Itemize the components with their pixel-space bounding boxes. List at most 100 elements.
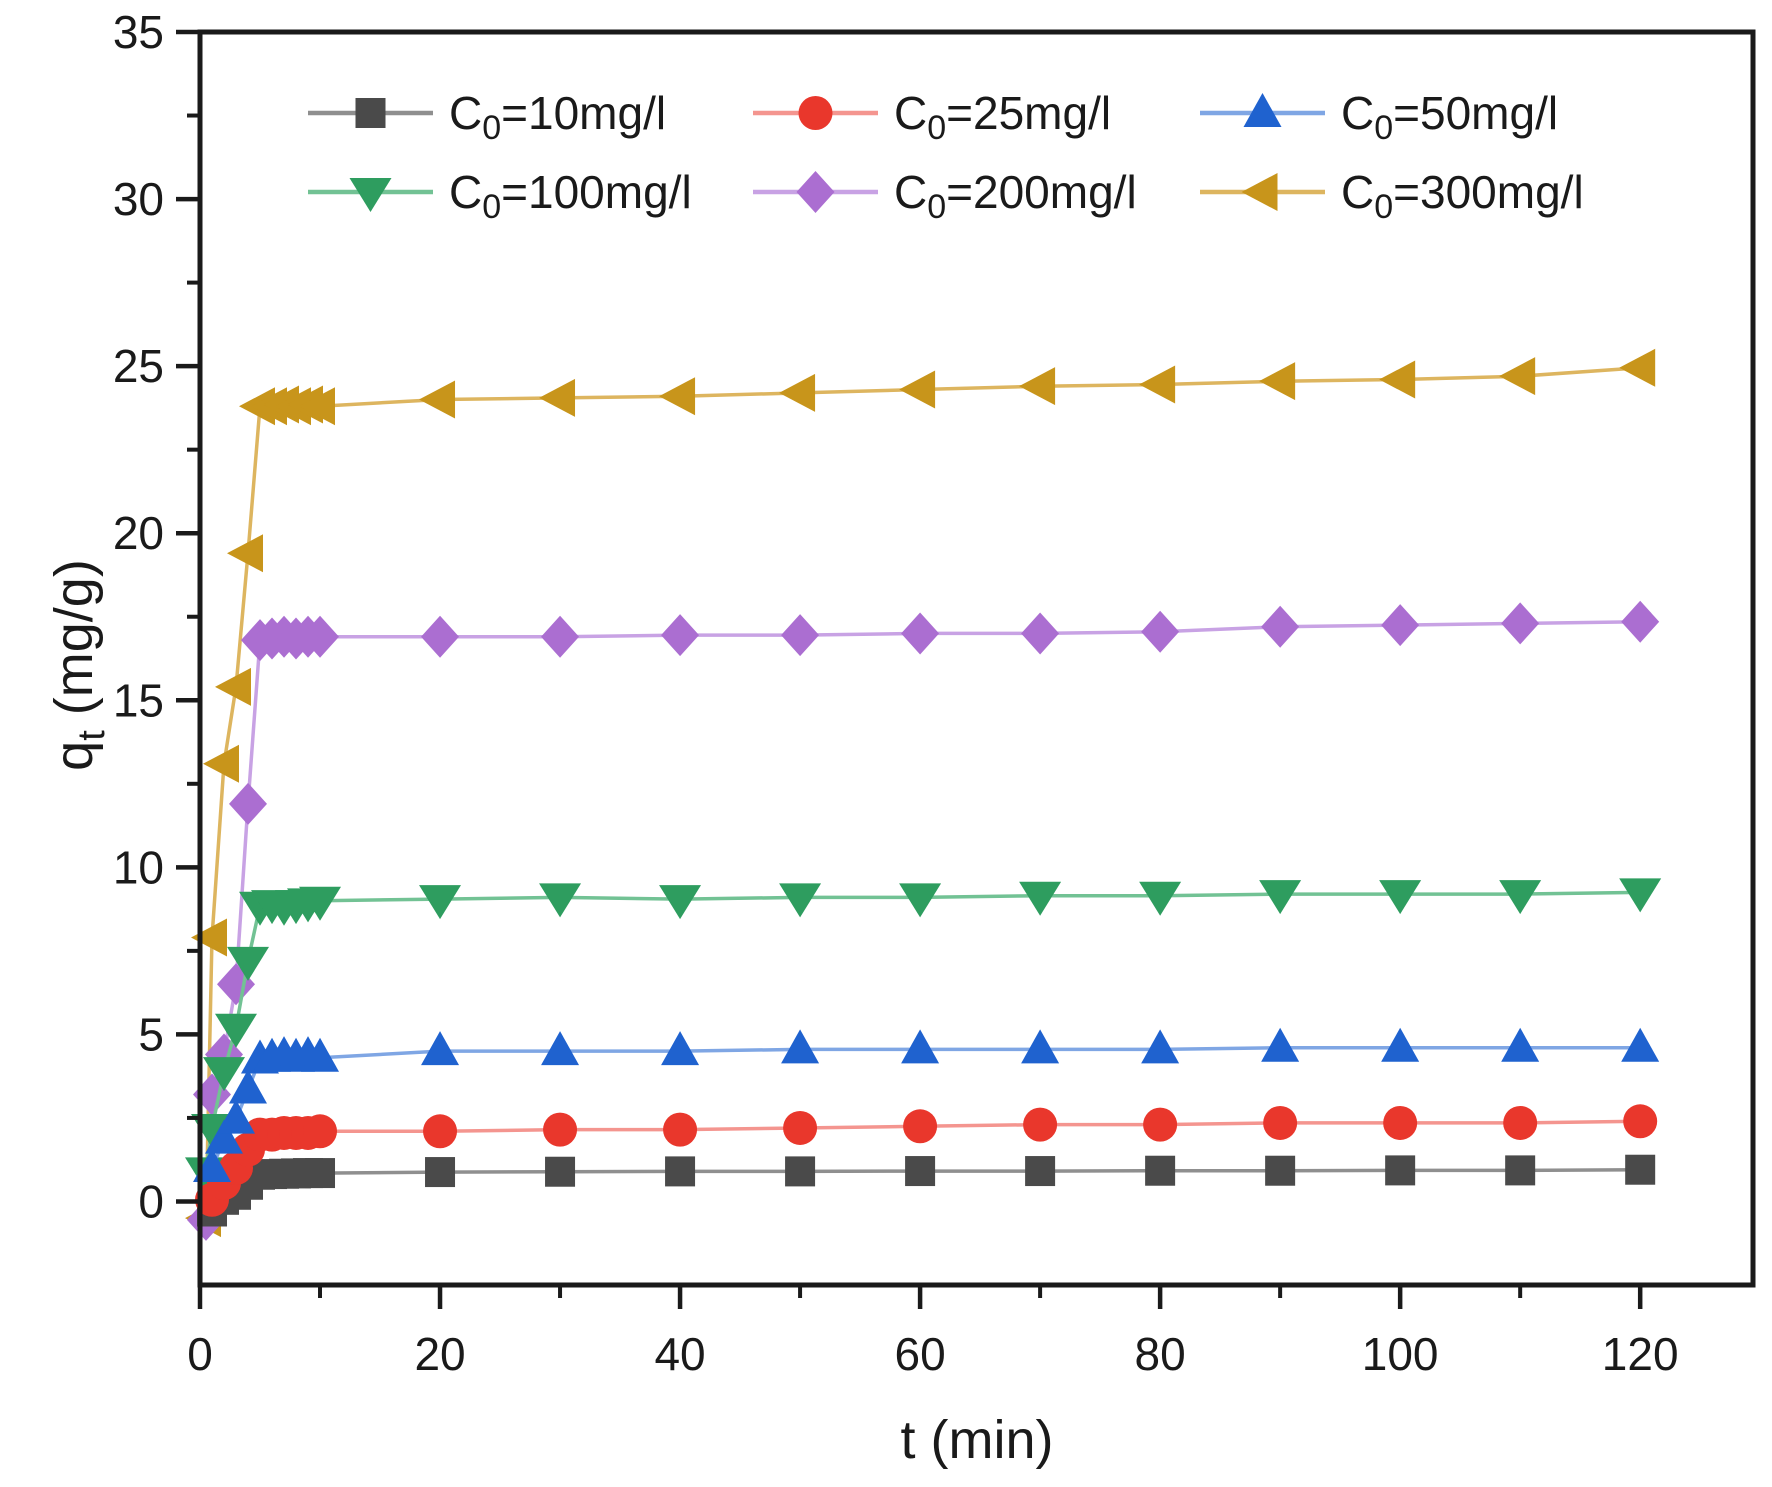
y-tick-label: 20 <box>113 507 164 559</box>
triangle-down-marker <box>203 1057 246 1092</box>
diamond-marker <box>1021 612 1060 655</box>
x-tick-label: 100 <box>1362 1328 1439 1380</box>
x-tick-label: 80 <box>1135 1328 1186 1380</box>
triangle-down-marker <box>215 1013 258 1048</box>
triangle-left-marker <box>539 378 576 417</box>
triangle-left-marker <box>1259 362 1296 401</box>
legend-label-c0-100: C0=100mg/l <box>449 166 692 226</box>
plot-frame <box>197 29 1756 1288</box>
diamond-marker <box>1501 602 1540 645</box>
legend-entry-c0-50: C0=50mg/l <box>1200 87 1558 147</box>
y-axis-title: qt (mg/g) <box>44 559 113 771</box>
y-axis: 0 5 10 15 20 25 30 35 <box>113 6 200 1227</box>
circle-marker <box>663 1112 698 1147</box>
triangle-up-marker <box>1021 1029 1060 1064</box>
series-c0-25 <box>195 1104 1658 1217</box>
diamond-marker <box>1141 610 1180 653</box>
y-tick-label: 15 <box>113 674 164 726</box>
triangle-down-marker <box>1139 881 1182 916</box>
triangle-up-marker <box>661 1031 700 1066</box>
circle-marker <box>543 1112 578 1147</box>
triangle-left-marker <box>299 387 336 426</box>
diamond-marker <box>301 615 340 658</box>
triangle-up-marker <box>205 1119 244 1154</box>
legend-label-c0-200: C0=200mg/l <box>894 166 1137 226</box>
triangle-left-marker <box>659 377 696 416</box>
circle-marker <box>303 1114 338 1149</box>
circle-marker <box>1503 1105 1538 1140</box>
series-c0-10 <box>197 1154 1656 1227</box>
triangle-left-marker <box>419 380 456 419</box>
triangle-up-marker <box>1501 1027 1540 1062</box>
y-tick-label: 5 <box>138 1008 164 1060</box>
diamond-marker <box>661 614 700 657</box>
triangle-left-icon <box>1241 173 1278 211</box>
triangle-left-marker <box>1019 367 1056 406</box>
triangle-down-marker <box>539 883 582 918</box>
circle-marker <box>1023 1107 1058 1142</box>
x-tick-label: 40 <box>654 1328 705 1380</box>
triangle-left-marker <box>191 918 228 957</box>
square-marker <box>1385 1155 1416 1186</box>
legend-entry-c0-10: C0=10mg/l <box>308 87 666 147</box>
diamond-marker <box>421 615 460 658</box>
triangle-left-marker <box>779 373 816 412</box>
triangle-up-marker <box>901 1029 940 1064</box>
square-marker <box>1025 1156 1056 1187</box>
y-tick-label: 10 <box>113 841 164 893</box>
triangle-left-marker <box>215 667 252 706</box>
circle-marker <box>783 1110 818 1145</box>
square-marker <box>905 1156 936 1187</box>
triangle-up-marker <box>217 1099 256 1134</box>
x-tick-label: 0 <box>187 1328 213 1380</box>
triangle-up-marker <box>541 1031 580 1066</box>
diamond-marker <box>541 615 580 658</box>
triangle-left-marker <box>1139 365 1176 404</box>
legend-label-c0-25: C0=25mg/l <box>894 87 1111 147</box>
legend-label-c0-300: C0=300mg/l <box>1341 166 1584 226</box>
diamond-marker <box>781 614 820 657</box>
triangle-down-marker <box>419 885 462 920</box>
triangle-up-icon <box>1243 93 1282 127</box>
triangle-up-marker <box>1261 1027 1300 1062</box>
triangle-down-marker <box>1379 880 1422 915</box>
square-marker <box>1505 1155 1536 1186</box>
square-marker <box>785 1156 816 1187</box>
series-c0-50-markers <box>193 1027 1660 1183</box>
y-tick-label: 25 <box>113 340 164 392</box>
diamond-marker <box>1381 604 1420 647</box>
triangle-left-marker <box>1379 360 1416 399</box>
triangle-down-icon <box>349 178 392 212</box>
triangle-down-marker <box>1619 878 1662 913</box>
series-c0-100-line <box>204 890 1641 1172</box>
legend-entry-c0-200: C0=200mg/l <box>753 166 1137 226</box>
triangle-down-marker <box>1019 881 1062 916</box>
triangle-down-marker <box>227 946 270 981</box>
x-axis-title: t (min) <box>901 1410 1054 1470</box>
diamond-marker <box>1261 605 1300 648</box>
x-tick-label: 120 <box>1602 1328 1679 1380</box>
legend-entry-c0-100: C0=100mg/l <box>308 166 692 226</box>
axes-layer: 0 20 40 60 80 100 120 0 5 10 15 20 25 30 35 t (min) qt (… <box>44 6 1756 1470</box>
series-c0-300-markers <box>185 348 1656 1238</box>
triangle-left-marker <box>899 370 936 409</box>
diamond-icon <box>796 171 835 213</box>
y-tick-label: 35 <box>113 6 164 58</box>
triangle-up-marker <box>301 1037 340 1072</box>
legend-entry-c0-300: C0=300mg/l <box>1200 166 1584 226</box>
circle-marker <box>1263 1105 1298 1140</box>
circle-marker <box>1623 1104 1658 1139</box>
triangle-up-marker <box>229 1069 268 1104</box>
triangle-down-marker <box>779 883 822 918</box>
legend-label-c0-10: C0=10mg/l <box>449 87 666 147</box>
circle-marker <box>903 1109 938 1144</box>
series-c0-25-markers <box>195 1104 1658 1217</box>
square-marker <box>545 1156 576 1187</box>
circle-icon <box>798 96 833 130</box>
legend-label-c0-50: C0=50mg/l <box>1341 87 1558 147</box>
square-marker <box>1145 1155 1176 1186</box>
triangle-up-marker <box>781 1029 820 1064</box>
triangle-left-marker <box>1619 348 1656 387</box>
